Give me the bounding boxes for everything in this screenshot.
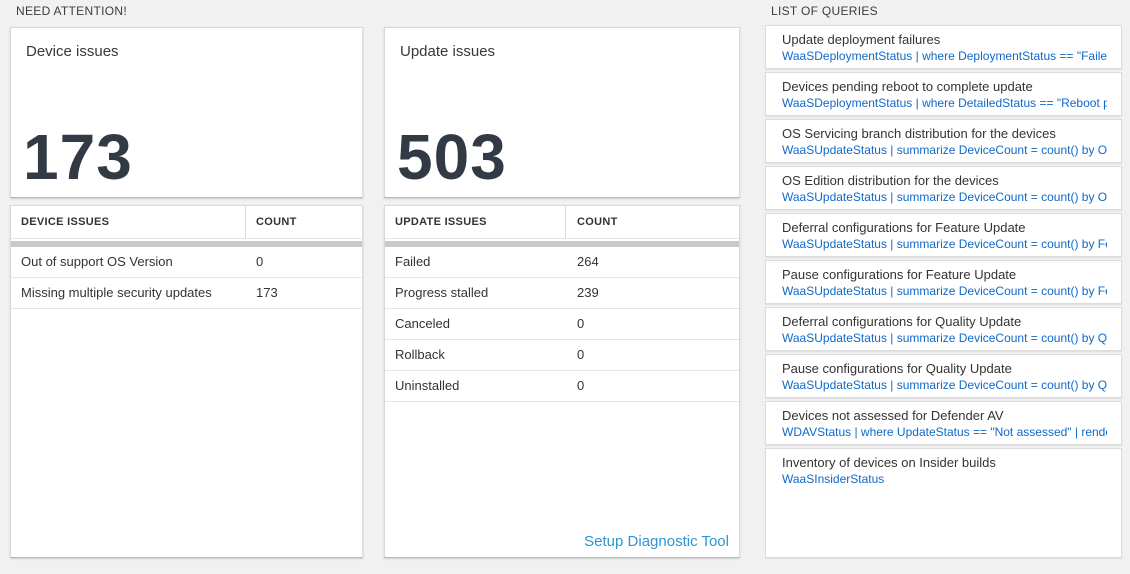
update-issues-column-header: UPDATE ISSUES bbox=[395, 216, 487, 228]
list-of-queries-panel: Update deployment failures WaaSDeploymen… bbox=[765, 25, 1122, 558]
horizontal-scrollbar[interactable] bbox=[11, 241, 362, 247]
query-text-link[interactable]: WaaSInsiderStatus bbox=[782, 472, 885, 486]
row-count: 173 bbox=[256, 285, 278, 300]
need-attention-header: NEED ATTENTION! bbox=[16, 4, 127, 18]
device-issues-table-header: DEVICE ISSUES COUNT bbox=[11, 206, 362, 239]
query-title: Pause configurations for Quality Update bbox=[782, 361, 1012, 376]
table-row[interactable]: Failed 264 bbox=[385, 247, 739, 278]
query-title: Devices pending reboot to complete updat… bbox=[782, 79, 1033, 94]
query-item[interactable]: Pause configurations for Feature Update … bbox=[765, 260, 1122, 304]
query-text-link[interactable]: WaaSUpdateStatus | summarize DeviceCount… bbox=[782, 237, 1107, 251]
query-text-link[interactable]: WDAVStatus | where UpdateStatus == "Not … bbox=[782, 425, 1107, 439]
query-text-link[interactable]: WaaSDeploymentStatus | where DetailedSta… bbox=[782, 96, 1107, 110]
query-title: OS Edition distribution for the devices bbox=[782, 173, 999, 188]
query-title: OS Servicing branch distribution for the… bbox=[782, 126, 1056, 141]
query-text-link[interactable]: WaaSUpdateStatus | summarize DeviceCount… bbox=[782, 331, 1107, 345]
query-text-link[interactable]: WaaSUpdateStatus | summarize DeviceCount… bbox=[782, 284, 1107, 298]
query-title: Devices not assessed for Defender AV bbox=[782, 408, 1004, 423]
row-count: 0 bbox=[577, 316, 585, 331]
row-label: Progress stalled bbox=[395, 285, 489, 300]
list-of-queries-header: LIST OF QUERIES bbox=[771, 4, 878, 18]
row-label: Out of support OS Version bbox=[21, 254, 173, 269]
update-issues-table-card: UPDATE ISSUES COUNT Failed 264 Progress … bbox=[384, 205, 740, 558]
query-item[interactable]: Devices pending reboot to complete updat… bbox=[765, 72, 1122, 116]
update-issues-count: 503 bbox=[397, 121, 507, 193]
row-label: Missing multiple security updates bbox=[21, 285, 212, 300]
device-issues-count: 173 bbox=[23, 121, 133, 193]
update-issues-tile[interactable]: Update issues 503 bbox=[384, 27, 740, 198]
row-count: 264 bbox=[577, 254, 599, 269]
row-count: 239 bbox=[577, 285, 599, 300]
query-item[interactable]: Deferral configurations for Quality Upda… bbox=[765, 307, 1122, 351]
update-issues-table-header: UPDATE ISSUES COUNT bbox=[385, 206, 739, 239]
row-label: Failed bbox=[395, 254, 431, 269]
column-divider bbox=[245, 206, 246, 238]
row-count: 0 bbox=[577, 347, 585, 362]
query-item[interactable]: OS Edition distribution for the devices … bbox=[765, 166, 1122, 210]
query-item[interactable]: Pause configurations for Quality Update … bbox=[765, 354, 1122, 398]
horizontal-scrollbar[interactable] bbox=[385, 241, 739, 247]
row-label: Uninstalled bbox=[395, 378, 460, 393]
table-row[interactable]: Out of support OS Version 0 bbox=[11, 247, 362, 278]
row-count: 0 bbox=[577, 378, 585, 393]
query-title: Deferral configurations for Quality Upda… bbox=[782, 314, 1022, 329]
table-row[interactable]: Missing multiple security updates 173 bbox=[11, 278, 362, 309]
query-item[interactable]: Devices not assessed for Defender AV WDA… bbox=[765, 401, 1122, 445]
query-text-link[interactable]: WaaSDeploymentStatus | where DeploymentS… bbox=[782, 49, 1107, 63]
setup-diagnostic-tool-link[interactable]: Setup Diagnostic Tool bbox=[584, 533, 729, 550]
query-text-link[interactable]: WaaSUpdateStatus | summarize DeviceCount… bbox=[782, 378, 1107, 392]
query-text-link[interactable]: WaaSUpdateStatus | summarize DeviceCount… bbox=[782, 190, 1107, 204]
device-issues-tile[interactable]: Device issues 173 bbox=[10, 27, 363, 198]
table-row[interactable]: Progress stalled 239 bbox=[385, 278, 739, 309]
query-item[interactable]: Deferral configurations for Feature Upda… bbox=[765, 213, 1122, 257]
query-title: Update deployment failures bbox=[782, 32, 941, 47]
query-title: Inventory of devices on Insider builds bbox=[782, 455, 996, 470]
device-issues-column-header: DEVICE ISSUES bbox=[21, 216, 110, 228]
query-text-link[interactable]: WaaSUpdateStatus | summarize DeviceCount… bbox=[782, 143, 1107, 157]
count-column-header: COUNT bbox=[577, 216, 618, 228]
query-item[interactable]: OS Servicing branch distribution for the… bbox=[765, 119, 1122, 163]
table-row[interactable]: Uninstalled 0 bbox=[385, 371, 739, 402]
table-row[interactable]: Canceled 0 bbox=[385, 309, 739, 340]
update-issues-tile-title: Update issues bbox=[400, 43, 496, 60]
query-item[interactable]: Update deployment failures WaaSDeploymen… bbox=[765, 25, 1122, 69]
device-issues-tile-title: Device issues bbox=[26, 43, 119, 60]
device-issues-table-card: DEVICE ISSUES COUNT Out of support OS Ve… bbox=[10, 205, 363, 558]
row-label: Rollback bbox=[395, 347, 445, 362]
table-row[interactable]: Rollback 0 bbox=[385, 340, 739, 371]
query-item[interactable]: Inventory of devices on Insider builds W… bbox=[765, 448, 1122, 558]
row-count: 0 bbox=[256, 254, 264, 269]
row-label: Canceled bbox=[395, 316, 450, 331]
count-column-header: COUNT bbox=[256, 216, 297, 228]
query-title: Deferral configurations for Feature Upda… bbox=[782, 220, 1026, 235]
column-divider bbox=[565, 206, 566, 238]
query-title: Pause configurations for Feature Update bbox=[782, 267, 1017, 282]
